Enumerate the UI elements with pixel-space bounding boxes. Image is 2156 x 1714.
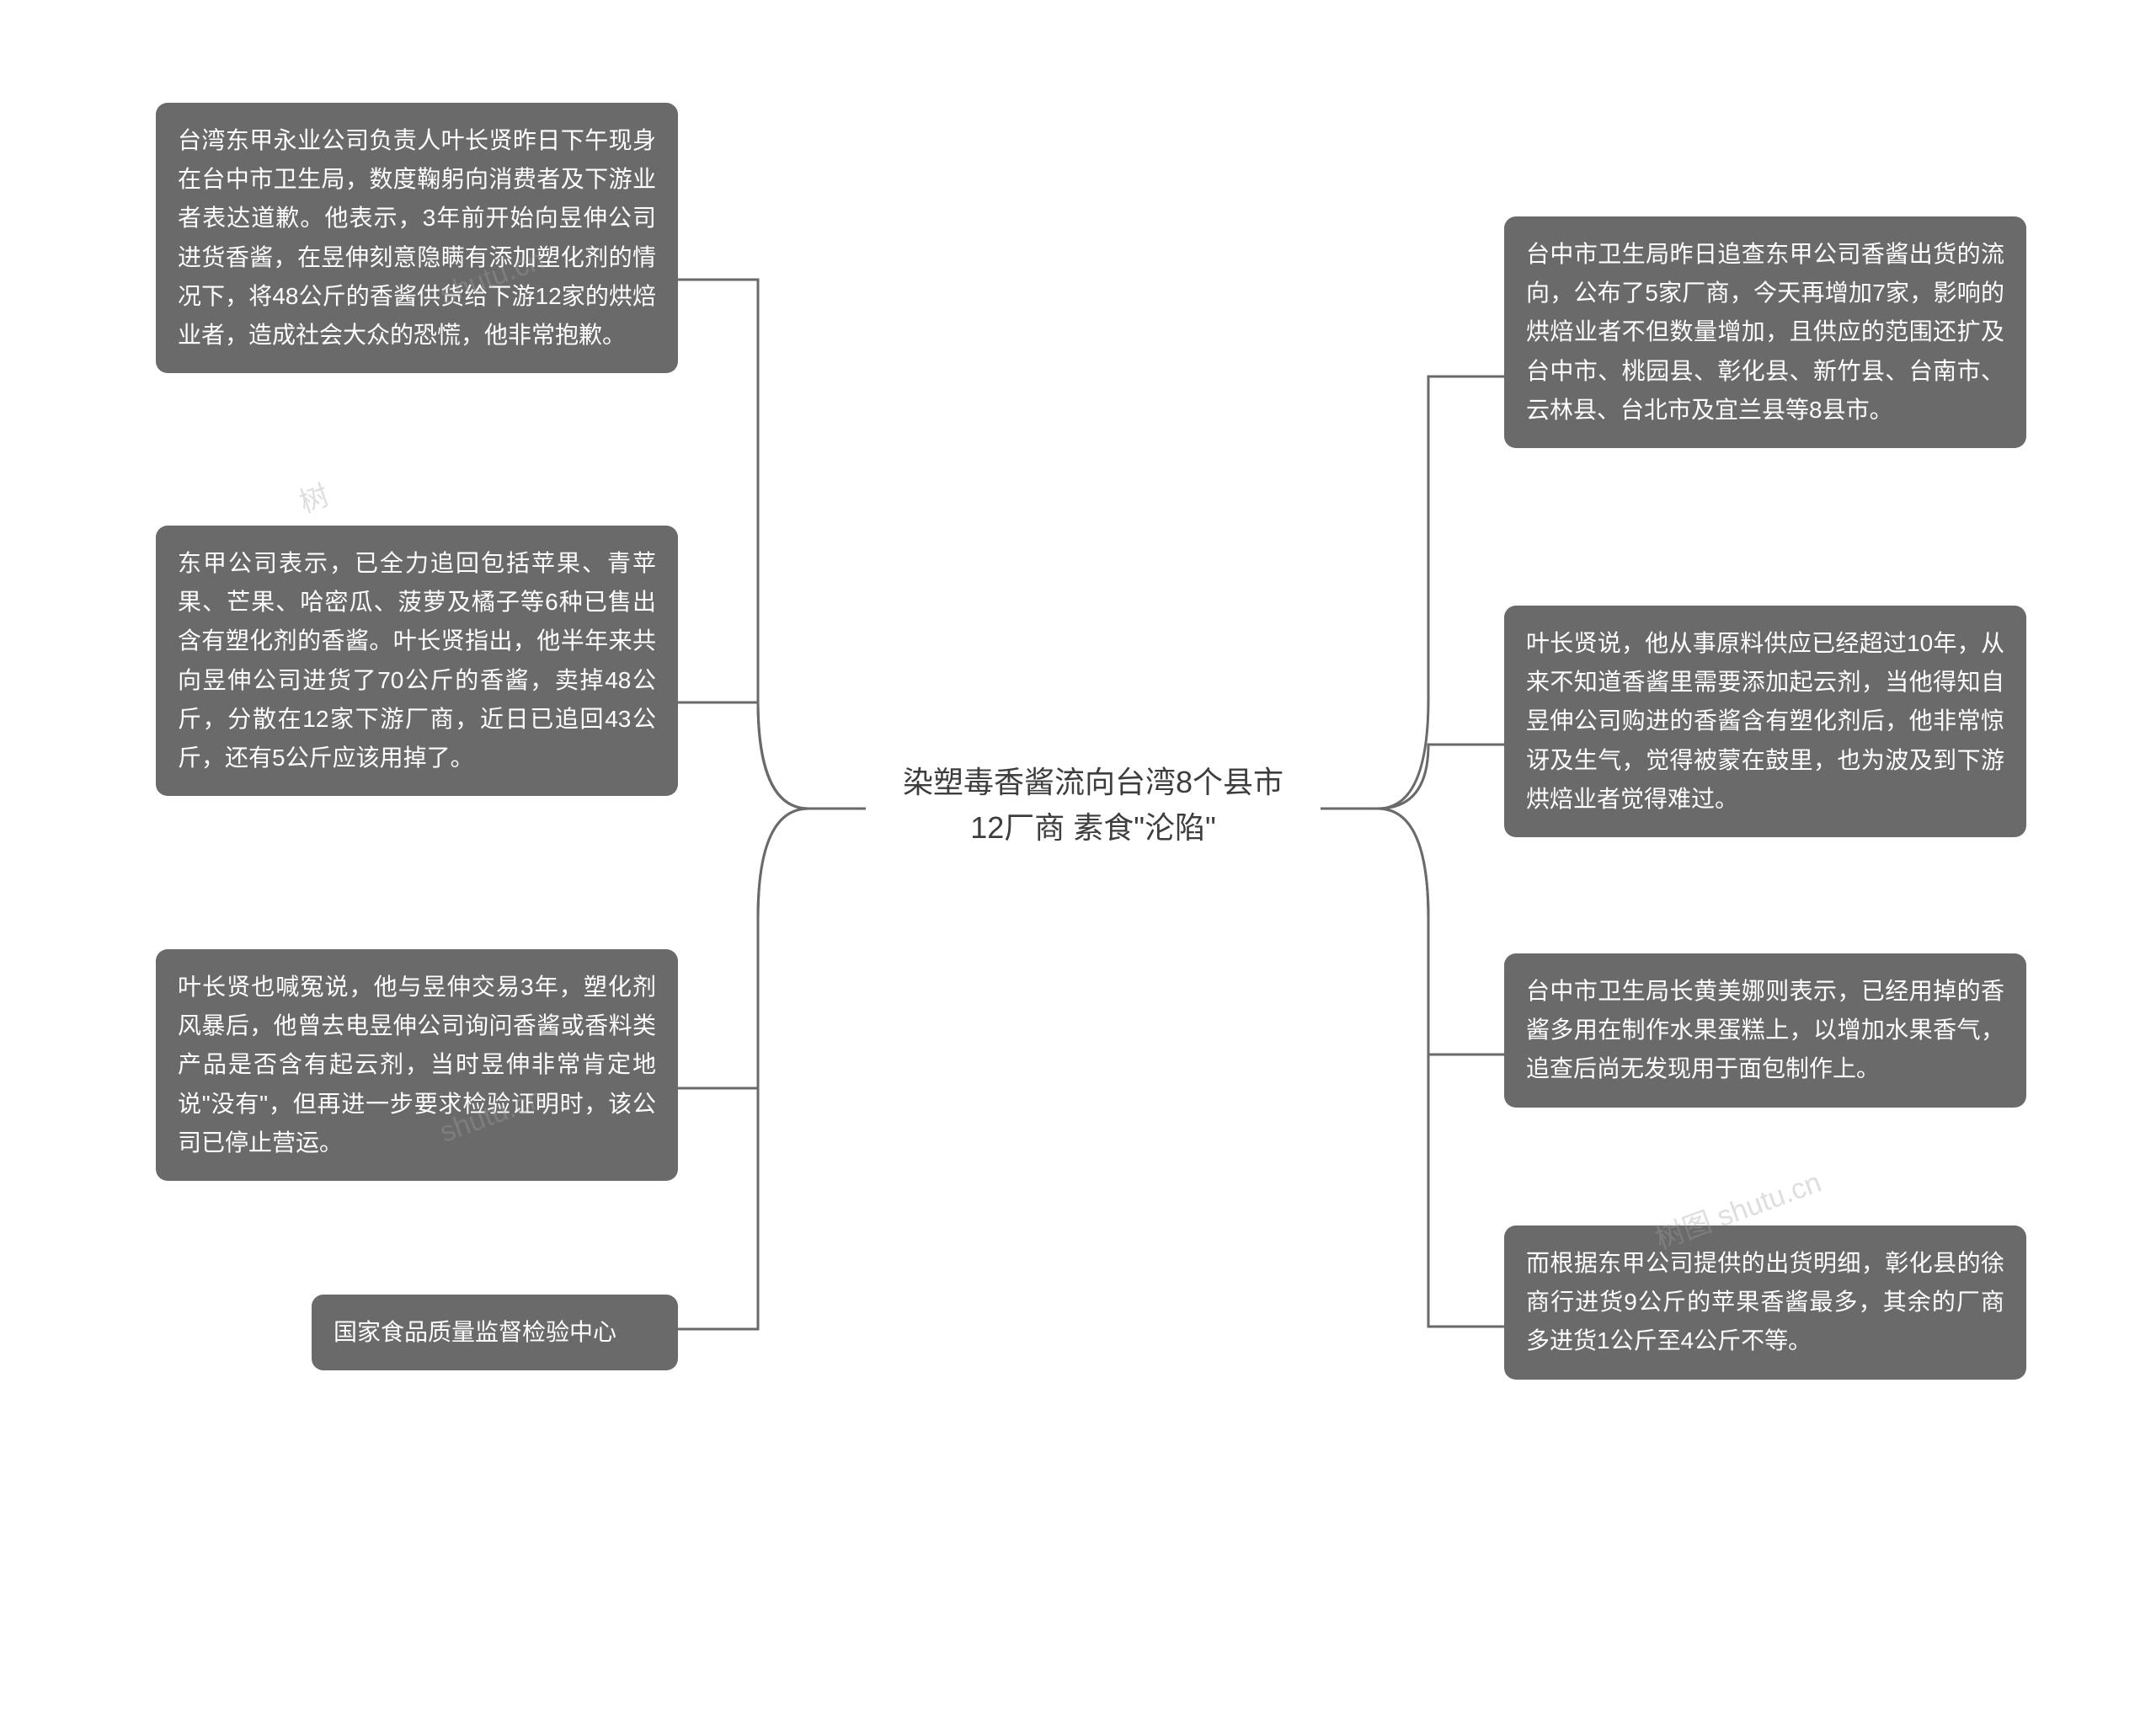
mindmap-canvas: 染塑毒香酱流向台湾8个县市12厂商 素食"沦陷" 台湾东甲永业公司负责人叶长贤昨…: [0, 0, 2156, 1714]
left-node-2: 叶长贤也喊冤说，他与昱伸交易3年，塑化剂风暴后，他曾去电昱伸公司询问香酱或香料类…: [156, 949, 678, 1181]
center-node: 染塑毒香酱流向台湾8个县市12厂商 素食"沦陷": [866, 741, 1321, 869]
right-node-3-text: 而根据东甲公司提供的出货明细，彰化县的徐商行进货9公斤的苹果香酱最多，其余的厂商…: [1526, 1250, 2004, 1354]
left-node-1: 东甲公司表示，已全力追回包括苹果、青苹果、芒果、哈密瓜、菠萝及橘子等6种已售出含…: [156, 526, 678, 796]
right-node-1-text: 叶长贤说，他从事原料供应已经超过10年，从来不知道香酱里需要添加起云剂，当他得知…: [1526, 630, 2004, 812]
left-node-2-text: 叶长贤也喊冤说，他与昱伸交易3年，塑化剂风暴后，他曾去电昱伸公司询问香酱或香料类…: [178, 974, 656, 1156]
right-node-0: 台中市卫生局昨日追查东甲公司香酱出货的流向，公布了5家厂商，今天再增加7家，影响…: [1504, 216, 2026, 448]
left-node-1-text: 东甲公司表示，已全力追回包括苹果、青苹果、芒果、哈密瓜、菠萝及橘子等6种已售出含…: [178, 550, 656, 771]
left-node-0-text: 台湾东甲永业公司负责人叶长贤昨日下午现身在台中市卫生局，数度鞠躬向消费者及下游业…: [178, 127, 656, 348]
left-node-0: 台湾东甲永业公司负责人叶长贤昨日下午现身在台中市卫生局，数度鞠躬向消费者及下游业…: [156, 103, 678, 373]
right-node-0-text: 台中市卫生局昨日追查东甲公司香酱出货的流向，公布了5家厂商，今天再增加7家，影响…: [1526, 241, 2004, 423]
right-node-1: 叶长贤说，他从事原料供应已经超过10年，从来不知道香酱里需要添加起云剂，当他得知…: [1504, 606, 2026, 837]
center-text: 染塑毒香酱流向台湾8个县市12厂商 素食"沦陷": [903, 765, 1283, 845]
right-node-2-text: 台中市卫生局长黄美娜则表示，已经用掉的香酱多用在制作水果蛋糕上，以增加水果香气，…: [1526, 978, 2004, 1081]
right-node-3: 而根据东甲公司提供的出货明细，彰化县的徐商行进货9公斤的苹果香酱最多，其余的厂商…: [1504, 1225, 2026, 1380]
left-node-3-text: 国家食品质量监督检验中心: [334, 1319, 616, 1345]
right-node-2: 台中市卫生局长黄美娜则表示，已经用掉的香酱多用在制作水果蛋糕上，以增加水果香气，…: [1504, 953, 2026, 1108]
left-node-3: 国家食品质量监督检验中心: [312, 1295, 678, 1370]
